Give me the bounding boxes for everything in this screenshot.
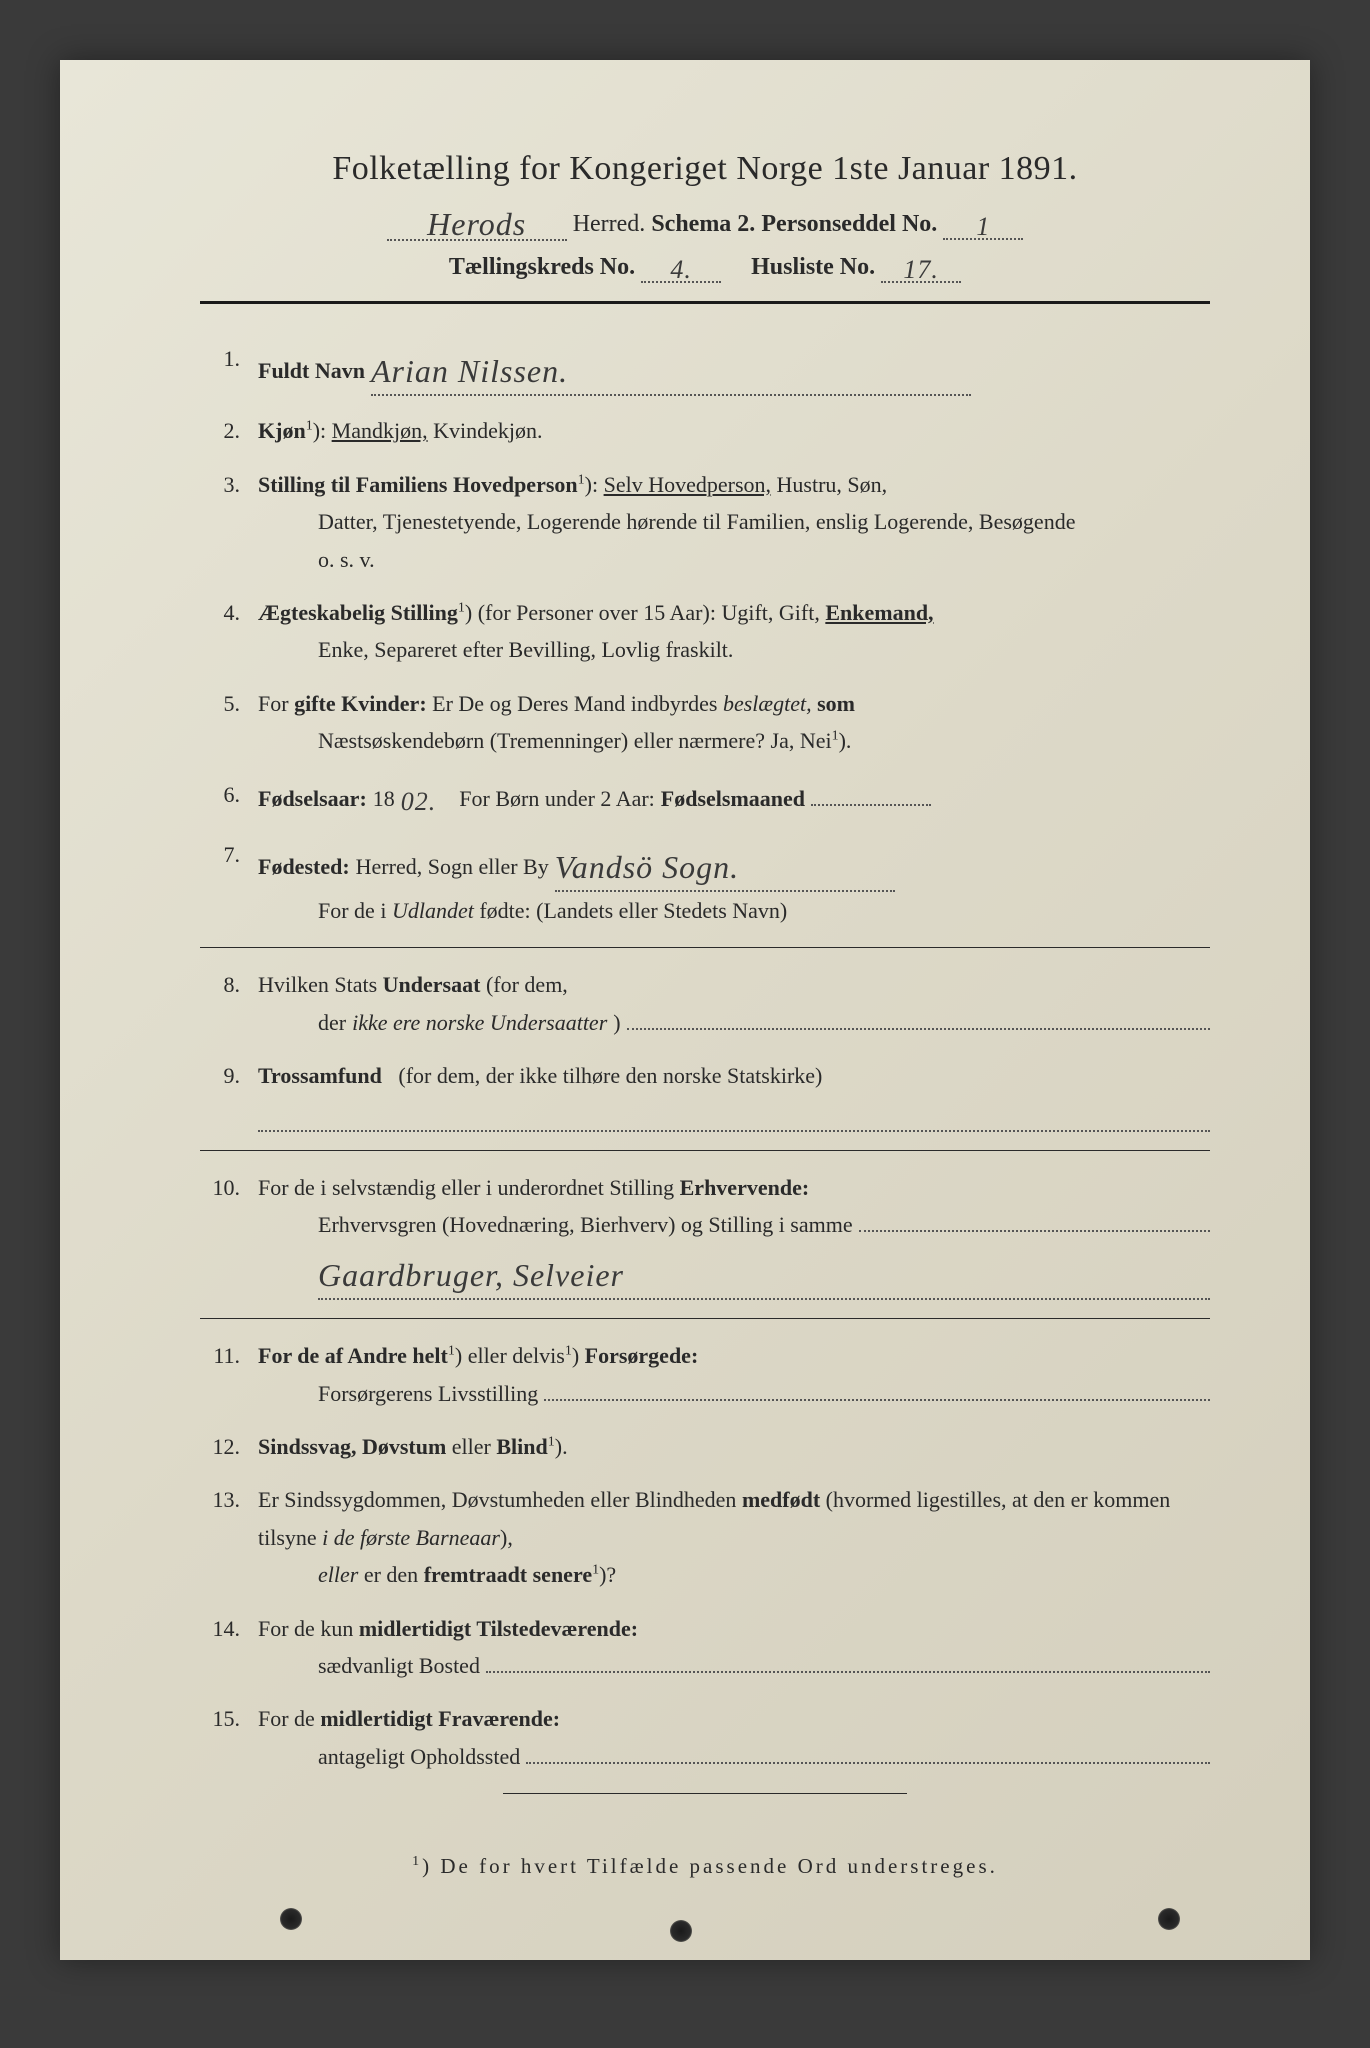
schema-label: Schema 2. <box>651 211 755 238</box>
item-1-num: 1. <box>200 340 258 396</box>
opholdssted-field <box>526 1762 1210 1764</box>
item-11: 11. For de af Andre helt1) eller delvis1… <box>200 1337 1210 1412</box>
footnote-rule <box>503 1793 907 1794</box>
item-3-num: 3. <box>200 466 258 578</box>
trossamfund-field <box>258 1106 1210 1132</box>
footnote: 1) De for hvert Tilfælde passende Ord un… <box>200 1854 1210 1879</box>
q4-paren: (for Personer over 15 Aar): <box>478 600 716 625</box>
q3-rest1: Hustru, Søn, <box>777 472 888 497</box>
husliste-field: 17. <box>881 251 961 283</box>
item-2-num: 2. <box>200 412 258 449</box>
item-13-num: 13. <box>200 1481 258 1593</box>
q2-mandkjon: Mandkjøn, <box>332 418 428 443</box>
birthplace-field: Vandsö Sogn. <box>555 836 895 892</box>
personseddel-value: 1 <box>976 212 990 241</box>
item-8-num: 8. <box>200 966 258 1041</box>
header-line-2: Herods Herred. Schema 2. Personseddel No… <box>200 202 1210 241</box>
husliste-value: 17. <box>903 255 939 284</box>
forsorger-field <box>544 1399 1210 1401</box>
item-7: 7. Fødested: Herred, Sogn eller By Vands… <box>200 836 1210 930</box>
undersaat-field <box>627 1028 1210 1030</box>
husliste-label: Husliste No. <box>751 254 875 280</box>
bosted-field <box>486 1671 1210 1673</box>
q4-opts-b: Enke, Separeret efter Bevilling, Lovlig … <box>258 631 1210 668</box>
kreds-field: 4. <box>641 251 721 283</box>
herred-label: Herred. <box>573 211 646 238</box>
item-15-num: 15. <box>200 1700 258 1775</box>
q6-fodselsaar: Fødselsaar: <box>258 780 367 817</box>
divider-3 <box>200 1318 1210 1319</box>
item-12: 12. Sindssvag, Døvstum eller Blind1). <box>200 1428 1210 1465</box>
item-7-num: 7. <box>200 836 258 930</box>
q4-opts-a: Ugift, Gift, <box>721 600 819 625</box>
form-title: Folketælling for Kongeriget Norge 1ste J… <box>200 150 1210 188</box>
herred-value: Herods <box>427 206 526 242</box>
q3-rest3: o. s. v. <box>258 541 1210 578</box>
header-line-3: Tællingskreds No. 4. Husliste No. 17. <box>200 251 1210 283</box>
item-10: 10. For de i selvstændig eller i underor… <box>200 1169 1210 1300</box>
punch-hole-icon <box>1158 1908 1180 1930</box>
item-6: 6. Fødselsaar: 1802. For Børn under 2 Aa… <box>200 776 1210 820</box>
q2-kvindekjon: Kvindekjøn. <box>433 418 542 443</box>
occupation-value: Gaardbruger, Selveier <box>318 1257 624 1293</box>
herred-field: Herods <box>387 202 567 241</box>
item-4-num: 4. <box>200 594 258 669</box>
q1-label: Fuldt Navn <box>258 352 365 389</box>
item-14-num: 14. <box>200 1610 258 1685</box>
item-5-num: 5. <box>200 685 258 760</box>
item-9: 9. Trossamfund (for dem, der ikke tilhør… <box>200 1057 1210 1132</box>
item-5: 5. For gifte Kvinder: Er De og Deres Man… <box>200 685 1210 760</box>
birthyear-value: 02. <box>401 780 437 824</box>
form-header: Folketælling for Kongeriget Norge 1ste J… <box>200 150 1210 283</box>
birthplace-value: Vandsö Sogn. <box>555 849 739 885</box>
divider-2 <box>200 1150 1210 1151</box>
header-rule <box>200 301 1210 304</box>
q7-fodested: Fødested: <box>258 848 350 885</box>
kreds-label: Tællingskreds No. <box>449 254 635 280</box>
personseddel-label: Personseddel No. <box>761 211 937 238</box>
name-field: Arian Nilssen. <box>371 340 971 396</box>
name-value: Arian Nilssen. <box>371 353 568 389</box>
item-14: 14. For de kun midlertidigt Tilstedevære… <box>200 1610 1210 1685</box>
q2-label: Kjøn <box>258 418 306 443</box>
punch-hole-icon <box>280 1908 302 1930</box>
census-form-page: Folketælling for Kongeriget Norge 1ste J… <box>60 60 1310 1960</box>
birthmonth-field <box>811 804 931 806</box>
item-4: 4. Ægteskabelig Stilling1) (for Personer… <box>200 594 1210 669</box>
item-13: 13. Er Sindssygdommen, Døvstumheden elle… <box>200 1481 1210 1593</box>
q3-label: Stilling til Familiens Hovedperson <box>258 472 578 497</box>
q4-label: Ægteskabelig Stilling <box>258 600 458 625</box>
punch-hole-icon <box>670 1920 692 1942</box>
item-12-num: 12. <box>200 1428 258 1465</box>
occupation-field: Gaardbruger, Selveier <box>318 1244 1210 1300</box>
item-2: 2. Kjøn1): Mandkjøn, Kvindekjøn. <box>200 412 1210 449</box>
item-8: 8. Hvilken Stats Undersaat (for dem, der… <box>200 966 1210 1041</box>
item-15: 15. For de midlertidigt Fraværende: anta… <box>200 1700 1210 1775</box>
item-9-num: 9. <box>200 1057 258 1132</box>
item-1: 1. Fuldt Navn Arian Nilssen. <box>200 340 1210 396</box>
q4-enke: Enkemand, <box>825 600 933 625</box>
q3-rest2: Datter, Tjenestetyende, Logerende hørend… <box>258 503 1210 540</box>
q5-gifte: gifte Kvinder: <box>294 691 427 716</box>
item-6-num: 6. <box>200 776 258 820</box>
item-10-num: 10. <box>200 1169 258 1300</box>
divider-1 <box>200 947 1210 948</box>
item-3: 3. Stilling til Familiens Hovedperson1):… <box>200 466 1210 578</box>
personseddel-field: 1 <box>943 208 1023 240</box>
item-11-num: 11. <box>200 1337 258 1412</box>
q3-selv: Selv Hovedperson, <box>604 472 771 497</box>
kreds-value: 4. <box>670 255 692 284</box>
